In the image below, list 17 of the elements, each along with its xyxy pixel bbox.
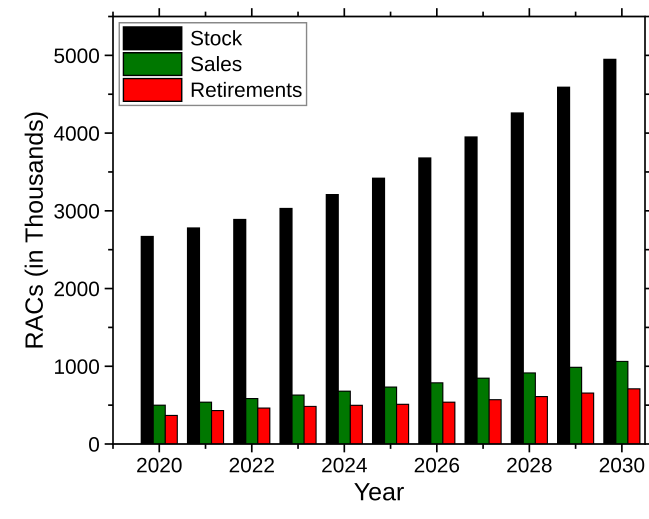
legend-label: Retirements <box>192 82 302 98</box>
x-tick-label: 2022 <box>230 458 274 472</box>
y-tick-label: 3000 <box>54 204 99 219</box>
y-tick-label: 1000 <box>55 359 99 374</box>
x-tick-label: 2020 <box>137 458 182 472</box>
y-tick-label: 0 <box>89 437 99 452</box>
x-tick-label: 2024 <box>322 458 367 472</box>
x-tick-label: 2030 <box>600 458 644 472</box>
legend-label: Stock <box>191 30 242 46</box>
y-axis-title: RACs (in Thousands) <box>24 112 48 348</box>
x-tick-label: 2026 <box>414 458 460 472</box>
x-axis-title: Year <box>354 483 404 501</box>
y-tick-label: 2000 <box>54 282 99 296</box>
y-tick-label: 5000 <box>54 48 99 64</box>
legend-label: Sales <box>191 56 242 72</box>
y-tick-label: 4000 <box>54 126 99 141</box>
x-tick-label: 2028 <box>507 458 552 472</box>
